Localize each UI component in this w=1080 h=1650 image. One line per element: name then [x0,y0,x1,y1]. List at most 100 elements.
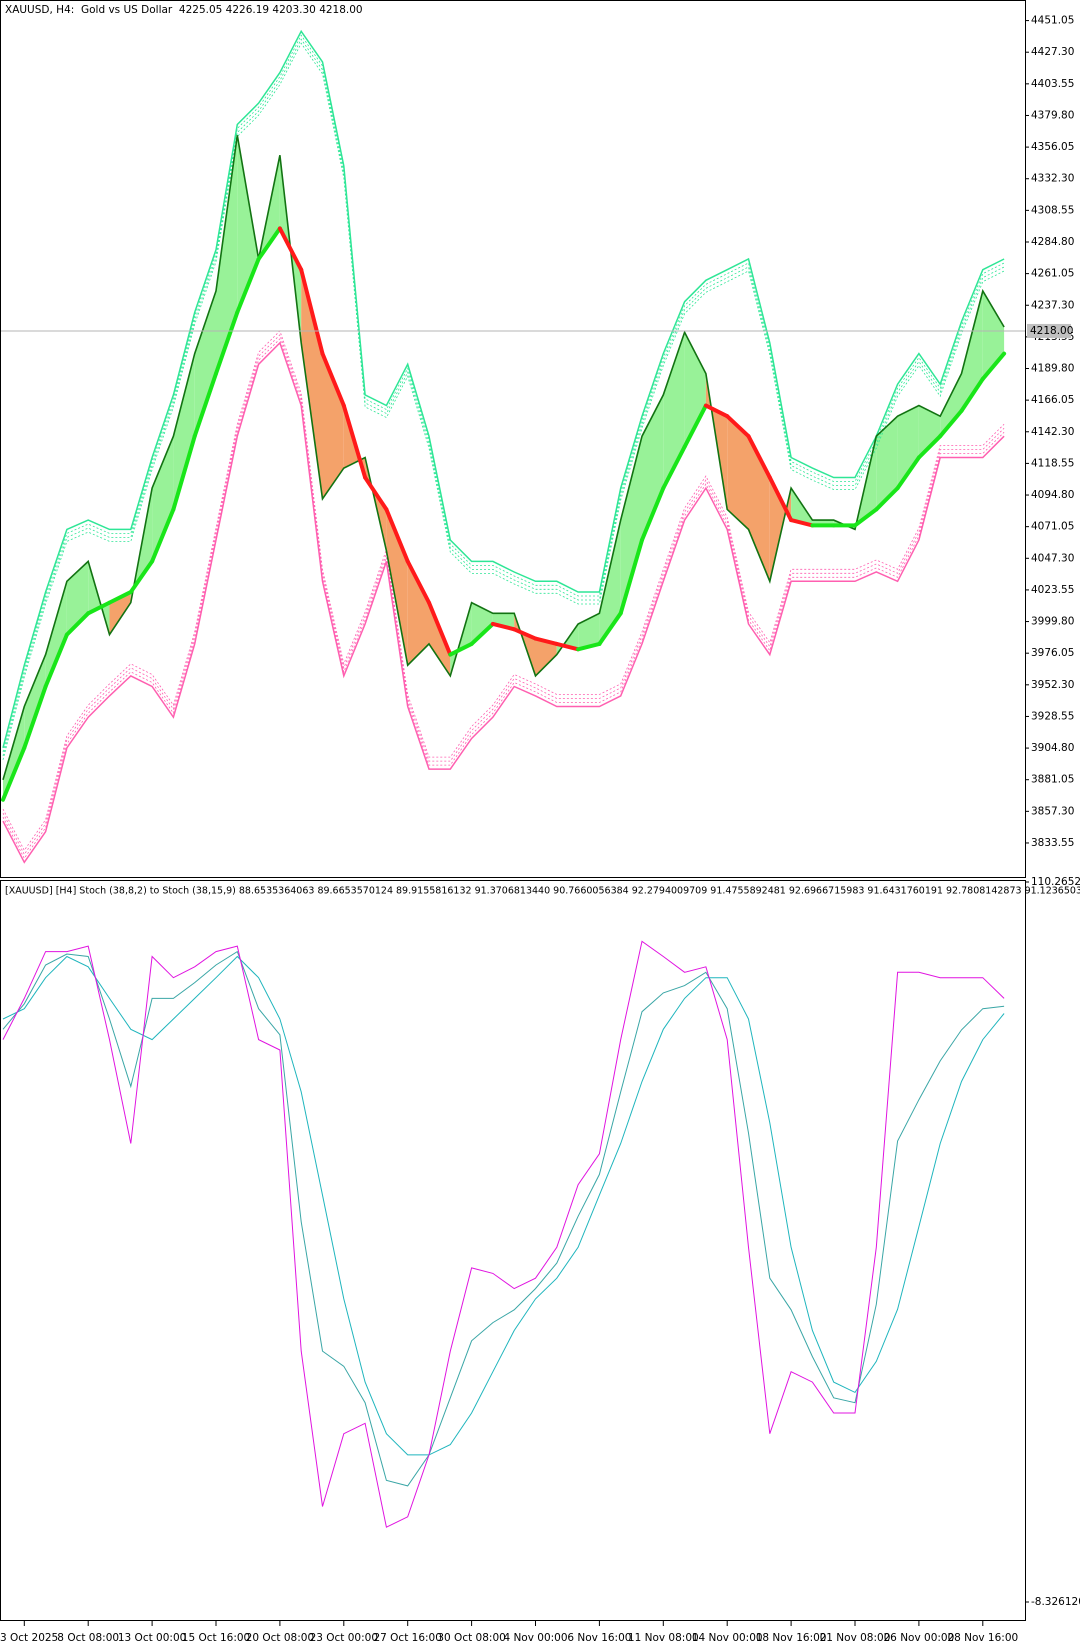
fill-area [429,602,451,676]
fill-area [194,291,216,437]
ma-segment [661,444,687,491]
fill-area [109,591,131,635]
oscillator-line [2,940,1005,1528]
fill-area [727,416,749,530]
oscillator-line [2,955,1005,1456]
y-tick-label: 4261.05 [1031,268,1074,280]
fill-area [45,581,67,687]
ma-segment [597,611,623,646]
y-tick-label: 4308.55 [1031,204,1074,216]
fill-area [24,654,46,748]
fill-area [940,373,962,437]
fill-area [748,436,770,582]
ma-segment [618,538,644,616]
fill-area [599,520,621,644]
ma-segment [64,611,91,637]
current-price-label: 4218.00 [1030,325,1073,337]
ma-segment [235,257,261,315]
ma-segment [171,434,197,512]
y-tick-label: -8.3261206 [1031,1596,1080,1608]
ma-segment [703,403,730,419]
band-inner [2,42,1005,760]
x-tick-label: 8 Oct 08:00 [57,1632,119,1644]
x-tick-label: 11 Nov 08:00 [628,1632,699,1644]
x-tick-label: 20 Oct 08:00 [246,1632,314,1644]
ma-segment [341,403,368,480]
x-tick-label: 15 Oct 16:00 [182,1632,250,1644]
oscillator-title: [XAUUSD] [H4] Stoch (38,8,2) to Stoch (3… [5,886,1080,897]
y-tick-label: 4403.55 [1031,78,1074,90]
ma-segment [469,621,495,646]
fill-area [492,613,515,630]
x-tick-label: 13 Oct 00:00 [118,1632,186,1644]
ma-segment [576,641,602,652]
y-tick-label: 3881.05 [1031,774,1074,786]
ma-segment [874,486,900,512]
x-tick-label: 4 Nov 00:00 [503,1632,567,1644]
ma-segment [86,600,112,616]
band-inner [2,330,1005,852]
ma-segment [767,475,794,523]
y-tick-label: 4451.05 [1031,15,1074,27]
ma-segment [980,351,1007,381]
close-line [2,135,1005,781]
price-title: XAUUSD, H4: Gold vs US Dollar 4225.05 42… [5,4,363,16]
ma-segment [405,559,431,605]
ma-segment [533,636,559,646]
ma-segment [725,414,751,439]
ma-segment [363,475,389,512]
band-inner [2,334,1005,856]
fill-area [152,436,174,562]
y-tick-label: 4047.30 [1031,552,1074,564]
fill-area [322,353,344,499]
y-tick-label: 110.265271 [1031,876,1080,888]
band-inner [2,38,1005,756]
ma-segment [512,627,538,641]
y-tick-label: 3928.55 [1031,710,1074,722]
y-tick-label: 4427.30 [1031,46,1074,58]
y-tick-label: 4356.05 [1031,141,1074,153]
ma-segment [789,518,815,528]
ma-segment [682,403,708,449]
y-tick-label: 4071.05 [1031,521,1074,533]
price-panel [0,0,1026,878]
y-tick-label: 4118.55 [1031,457,1074,469]
oscillator-panel [0,880,1026,1621]
ma-segment [43,632,69,689]
ma-segment [192,371,218,439]
y-tick-label: 3857.30 [1031,805,1074,817]
band-line [2,29,1005,748]
fill-area [918,405,941,458]
fill-area [514,613,536,676]
fill-area [216,135,238,374]
fill-area [301,269,323,499]
ma-segment [427,600,453,657]
x-tick-label: 28 Nov 16:00 [947,1632,1018,1644]
x-tick-label: 30 Oct 08:00 [437,1632,505,1644]
y-tick-label: 3952.30 [1031,679,1074,691]
fill-area [876,416,898,510]
ma-segment [320,351,346,408]
fill-area [471,602,493,644]
ma-segment [916,434,943,460]
y-tick-label: 3833.55 [1031,837,1074,849]
x-tick-label: 23 Oct 00:00 [310,1632,378,1644]
ma-segment [277,226,304,272]
x-tick-label: 14 Nov 00:00 [692,1632,763,1644]
ma-segment [640,486,666,543]
fill-area [535,638,557,676]
x-tick-label: 3 Oct 2025 [0,1632,58,1644]
ma-segment [959,376,985,413]
band-inner [2,34,1005,752]
y-tick-label: 3999.80 [1031,616,1074,628]
fill-area [684,332,706,447]
ma-segment [384,507,410,564]
ma-segment [1,745,27,802]
fill-area [578,613,600,650]
y-tick-label: 4189.80 [1031,363,1074,375]
current-price-box [1027,323,1071,338]
ma-segment [448,641,474,657]
ma-segment [150,507,176,564]
ma-segment [554,641,581,652]
ma-segment [299,267,325,356]
